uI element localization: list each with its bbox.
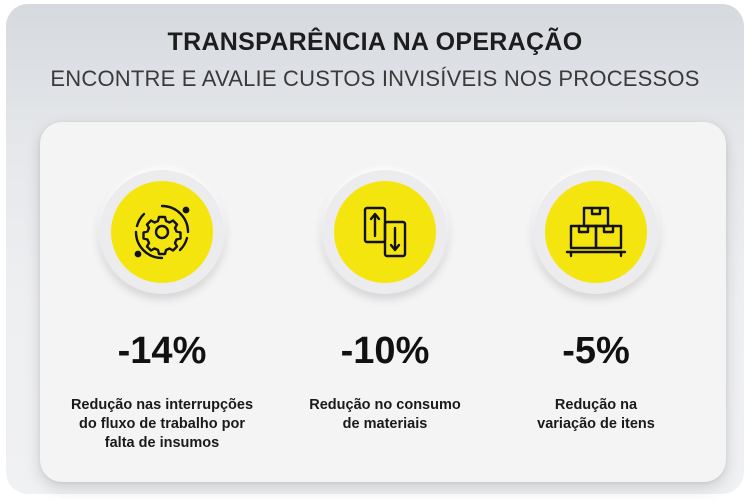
- icon-disc: [334, 181, 436, 283]
- desc-line: Redução na: [554, 397, 638, 413]
- gear-cycle-icon: [134, 204, 190, 260]
- stat-description: Redução na variação de itens: [476, 396, 716, 434]
- stacked-boxes-icon: [565, 206, 627, 258]
- icon-halo: [534, 170, 658, 294]
- stat-value: -10%: [340, 330, 430, 372]
- icon-halo: [100, 170, 224, 294]
- desc-line: Redução nas interrupções: [70, 397, 254, 413]
- stat-description: Redução no consumo de materiais: [265, 396, 505, 434]
- desc-line: variação de itens: [537, 416, 655, 432]
- icon-disc: [545, 181, 647, 283]
- icon-halo: [323, 170, 447, 294]
- desc-line: Redução no consumo: [309, 397, 461, 413]
- stat-value: -5%: [562, 330, 630, 372]
- up-down-arrows-icon: [363, 206, 407, 258]
- stat-value: -14%: [117, 330, 207, 372]
- stat-description: Redução nas interrupções do fluxo de tra…: [42, 396, 282, 453]
- page-title: TRANSPARÊNCIA NA OPERAÇÃO: [167, 28, 583, 56]
- page-subtitle: ENCONTRE E AVALIE CUSTOS INVISÍVEIS NOS …: [50, 66, 700, 91]
- icon-disc: [111, 181, 213, 283]
- desc-line: do fluxo de trabalho por: [79, 416, 245, 432]
- desc-line: falta de insumos: [104, 435, 220, 451]
- desc-line: de materiais: [342, 416, 428, 432]
